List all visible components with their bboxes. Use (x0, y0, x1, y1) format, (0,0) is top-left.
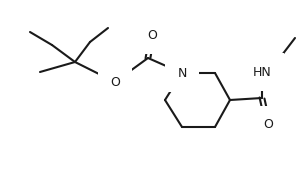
Text: O: O (263, 119, 273, 132)
Text: N: N (177, 66, 187, 80)
Text: O: O (147, 28, 157, 41)
Text: O: O (110, 75, 120, 88)
Text: HN: HN (253, 65, 272, 78)
